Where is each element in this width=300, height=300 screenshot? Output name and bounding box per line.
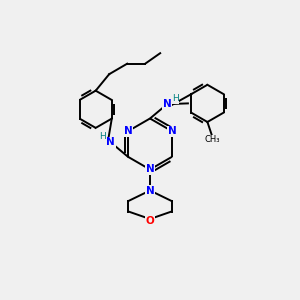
Text: N: N bbox=[146, 164, 154, 175]
Text: N: N bbox=[168, 126, 176, 136]
Text: N: N bbox=[106, 137, 115, 147]
Text: H: H bbox=[172, 94, 179, 103]
Text: N: N bbox=[124, 126, 132, 136]
Text: CH₃: CH₃ bbox=[204, 136, 220, 145]
Text: N: N bbox=[163, 99, 172, 109]
Text: N: N bbox=[146, 185, 154, 196]
Text: H: H bbox=[99, 132, 106, 141]
Text: O: O bbox=[146, 215, 154, 226]
